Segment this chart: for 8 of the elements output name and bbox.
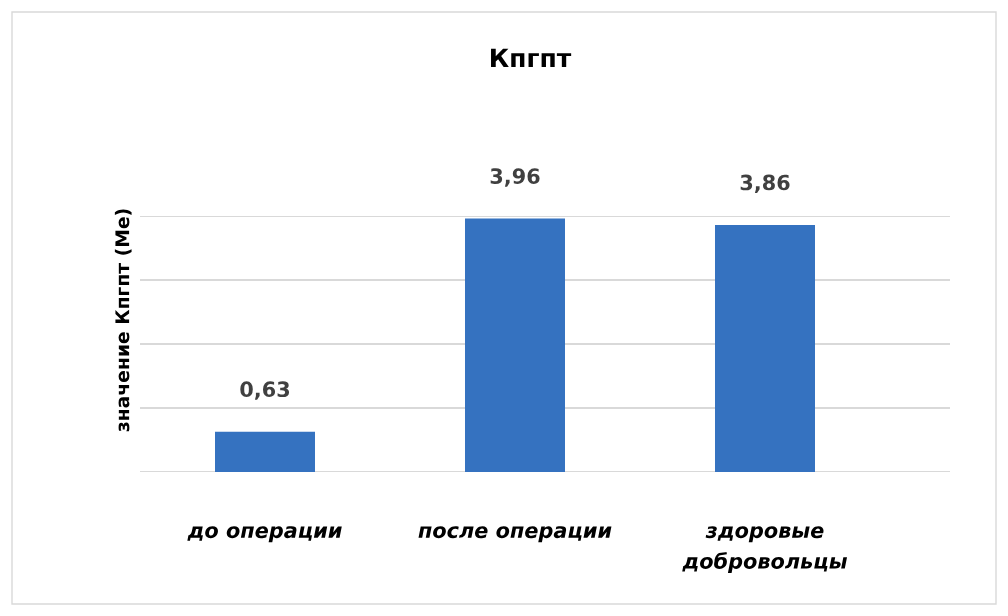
data-label: 3,96 — [490, 168, 540, 187]
x-tick-label: здоровые добровольцы — [682, 526, 848, 573]
data-label: 0,63 — [240, 381, 290, 400]
data-label: 3,86 — [740, 174, 790, 194]
chart-title: Кпгпт — [491, 48, 572, 67]
y-axis-title: значение Кпгпт (Ме) — [114, 209, 132, 432]
x-tick-label: до операции — [187, 526, 342, 543]
x-tick-label: после операции — [418, 526, 612, 543]
